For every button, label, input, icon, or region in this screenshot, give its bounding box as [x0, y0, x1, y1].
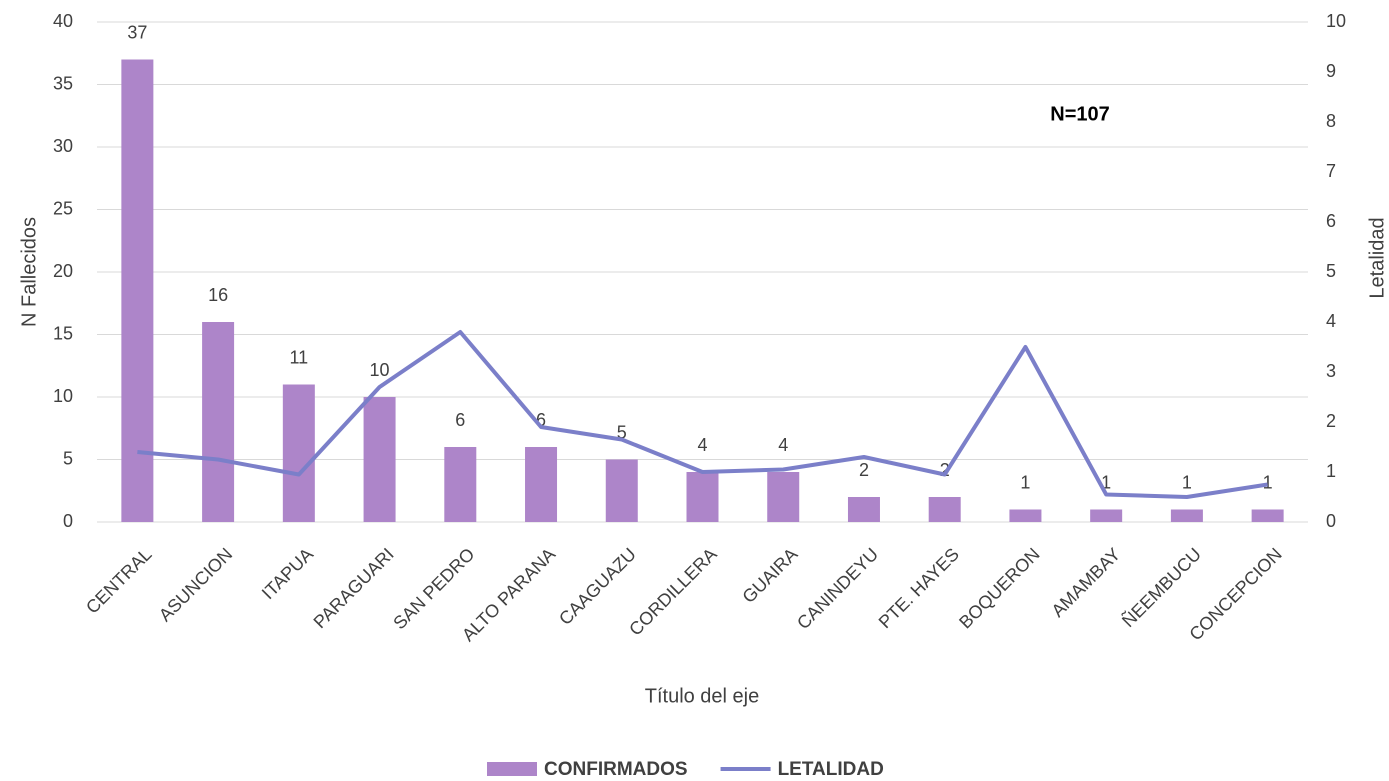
y-tick-label: 5	[63, 448, 73, 468]
y2-tick-label: 7	[1326, 161, 1336, 181]
x-tick-label: BOQUERON	[955, 544, 1043, 632]
y2-tick-label: 0	[1326, 511, 1336, 531]
bar	[767, 472, 800, 522]
data-label: 6	[536, 410, 546, 430]
legend-label: CONFIRMADOS	[544, 759, 688, 780]
data-label: 4	[778, 435, 788, 455]
y2-tick-label: 8	[1326, 111, 1336, 131]
bar	[847, 497, 880, 522]
y2-tick-label: 2	[1326, 411, 1336, 431]
data-label: 2	[859, 460, 869, 480]
bar	[121, 59, 154, 522]
data-label: 1	[1020, 472, 1030, 492]
x-tick-label: ÑEEMBUCU	[1117, 543, 1205, 631]
bar	[1009, 509, 1042, 522]
data-label: 11	[289, 347, 308, 367]
data-label: 10	[370, 360, 390, 380]
data-label: 1	[1263, 472, 1273, 492]
data-label: 6	[455, 410, 465, 430]
y-tick-label: 40	[53, 11, 73, 31]
y2-axis-title: Letalidad	[1366, 217, 1388, 298]
data-label: 16	[208, 285, 228, 305]
data-label: 2	[940, 460, 950, 480]
x-tick-label: ITAPUA	[258, 544, 317, 603]
y2-tick-label: 4	[1326, 311, 1336, 331]
bar	[605, 459, 638, 522]
x-tick-label: CANINDEYU	[793, 544, 882, 633]
bar	[1090, 509, 1123, 522]
y2-tick-label: 5	[1326, 261, 1336, 281]
y-tick-label: 15	[53, 323, 73, 343]
y2-tick-label: 6	[1326, 211, 1336, 231]
y2-tick-label: 9	[1326, 61, 1336, 81]
bar	[282, 384, 315, 522]
y-axis-title: N Fallecidos	[18, 217, 40, 327]
bar	[1170, 509, 1203, 522]
x-tick-label: PARAGUARI	[310, 544, 398, 632]
y2-tick-label: 3	[1326, 361, 1336, 381]
y-tick-label: 10	[53, 386, 73, 406]
data-label: 1	[1101, 472, 1111, 492]
line	[137, 330, 1268, 499]
y-tick-label: 35	[53, 73, 73, 93]
data-label: 37	[127, 22, 147, 42]
bar	[928, 497, 961, 522]
y-tick-label: 30	[53, 136, 73, 156]
bar	[1251, 509, 1284, 522]
y-tick-label: 25	[53, 198, 73, 218]
y2-tick-label: 10	[1326, 11, 1346, 31]
legend-label: LETALIDAD	[778, 759, 884, 780]
annotation: N=107	[1050, 103, 1110, 125]
x-tick-label: ASUNCION	[155, 544, 236, 625]
bar	[525, 447, 558, 522]
bar	[444, 447, 477, 522]
y2-tick-label: 1	[1326, 461, 1336, 481]
y-tick-label: 0	[63, 511, 73, 531]
bar	[686, 472, 719, 522]
bar	[363, 397, 396, 522]
legend-swatch	[487, 762, 537, 776]
data-label: 1	[1182, 472, 1192, 492]
x-tick-label: PTE. HAYES	[875, 544, 963, 632]
data-label: 5	[617, 422, 627, 442]
x-tick-label: AMAMBAY	[1048, 544, 1125, 621]
x-tick-label: CAAGUAZU	[555, 544, 640, 629]
x-tick-label: CENTRAL	[82, 544, 156, 618]
x-axis-title: Título del eje	[645, 685, 760, 707]
data-label: 4	[697, 435, 707, 455]
bar	[202, 322, 235, 522]
y-tick-label: 20	[53, 261, 73, 281]
x-tick-label: SAN PEDRO	[389, 544, 478, 633]
x-tick-label: GUAIRA	[738, 544, 801, 607]
